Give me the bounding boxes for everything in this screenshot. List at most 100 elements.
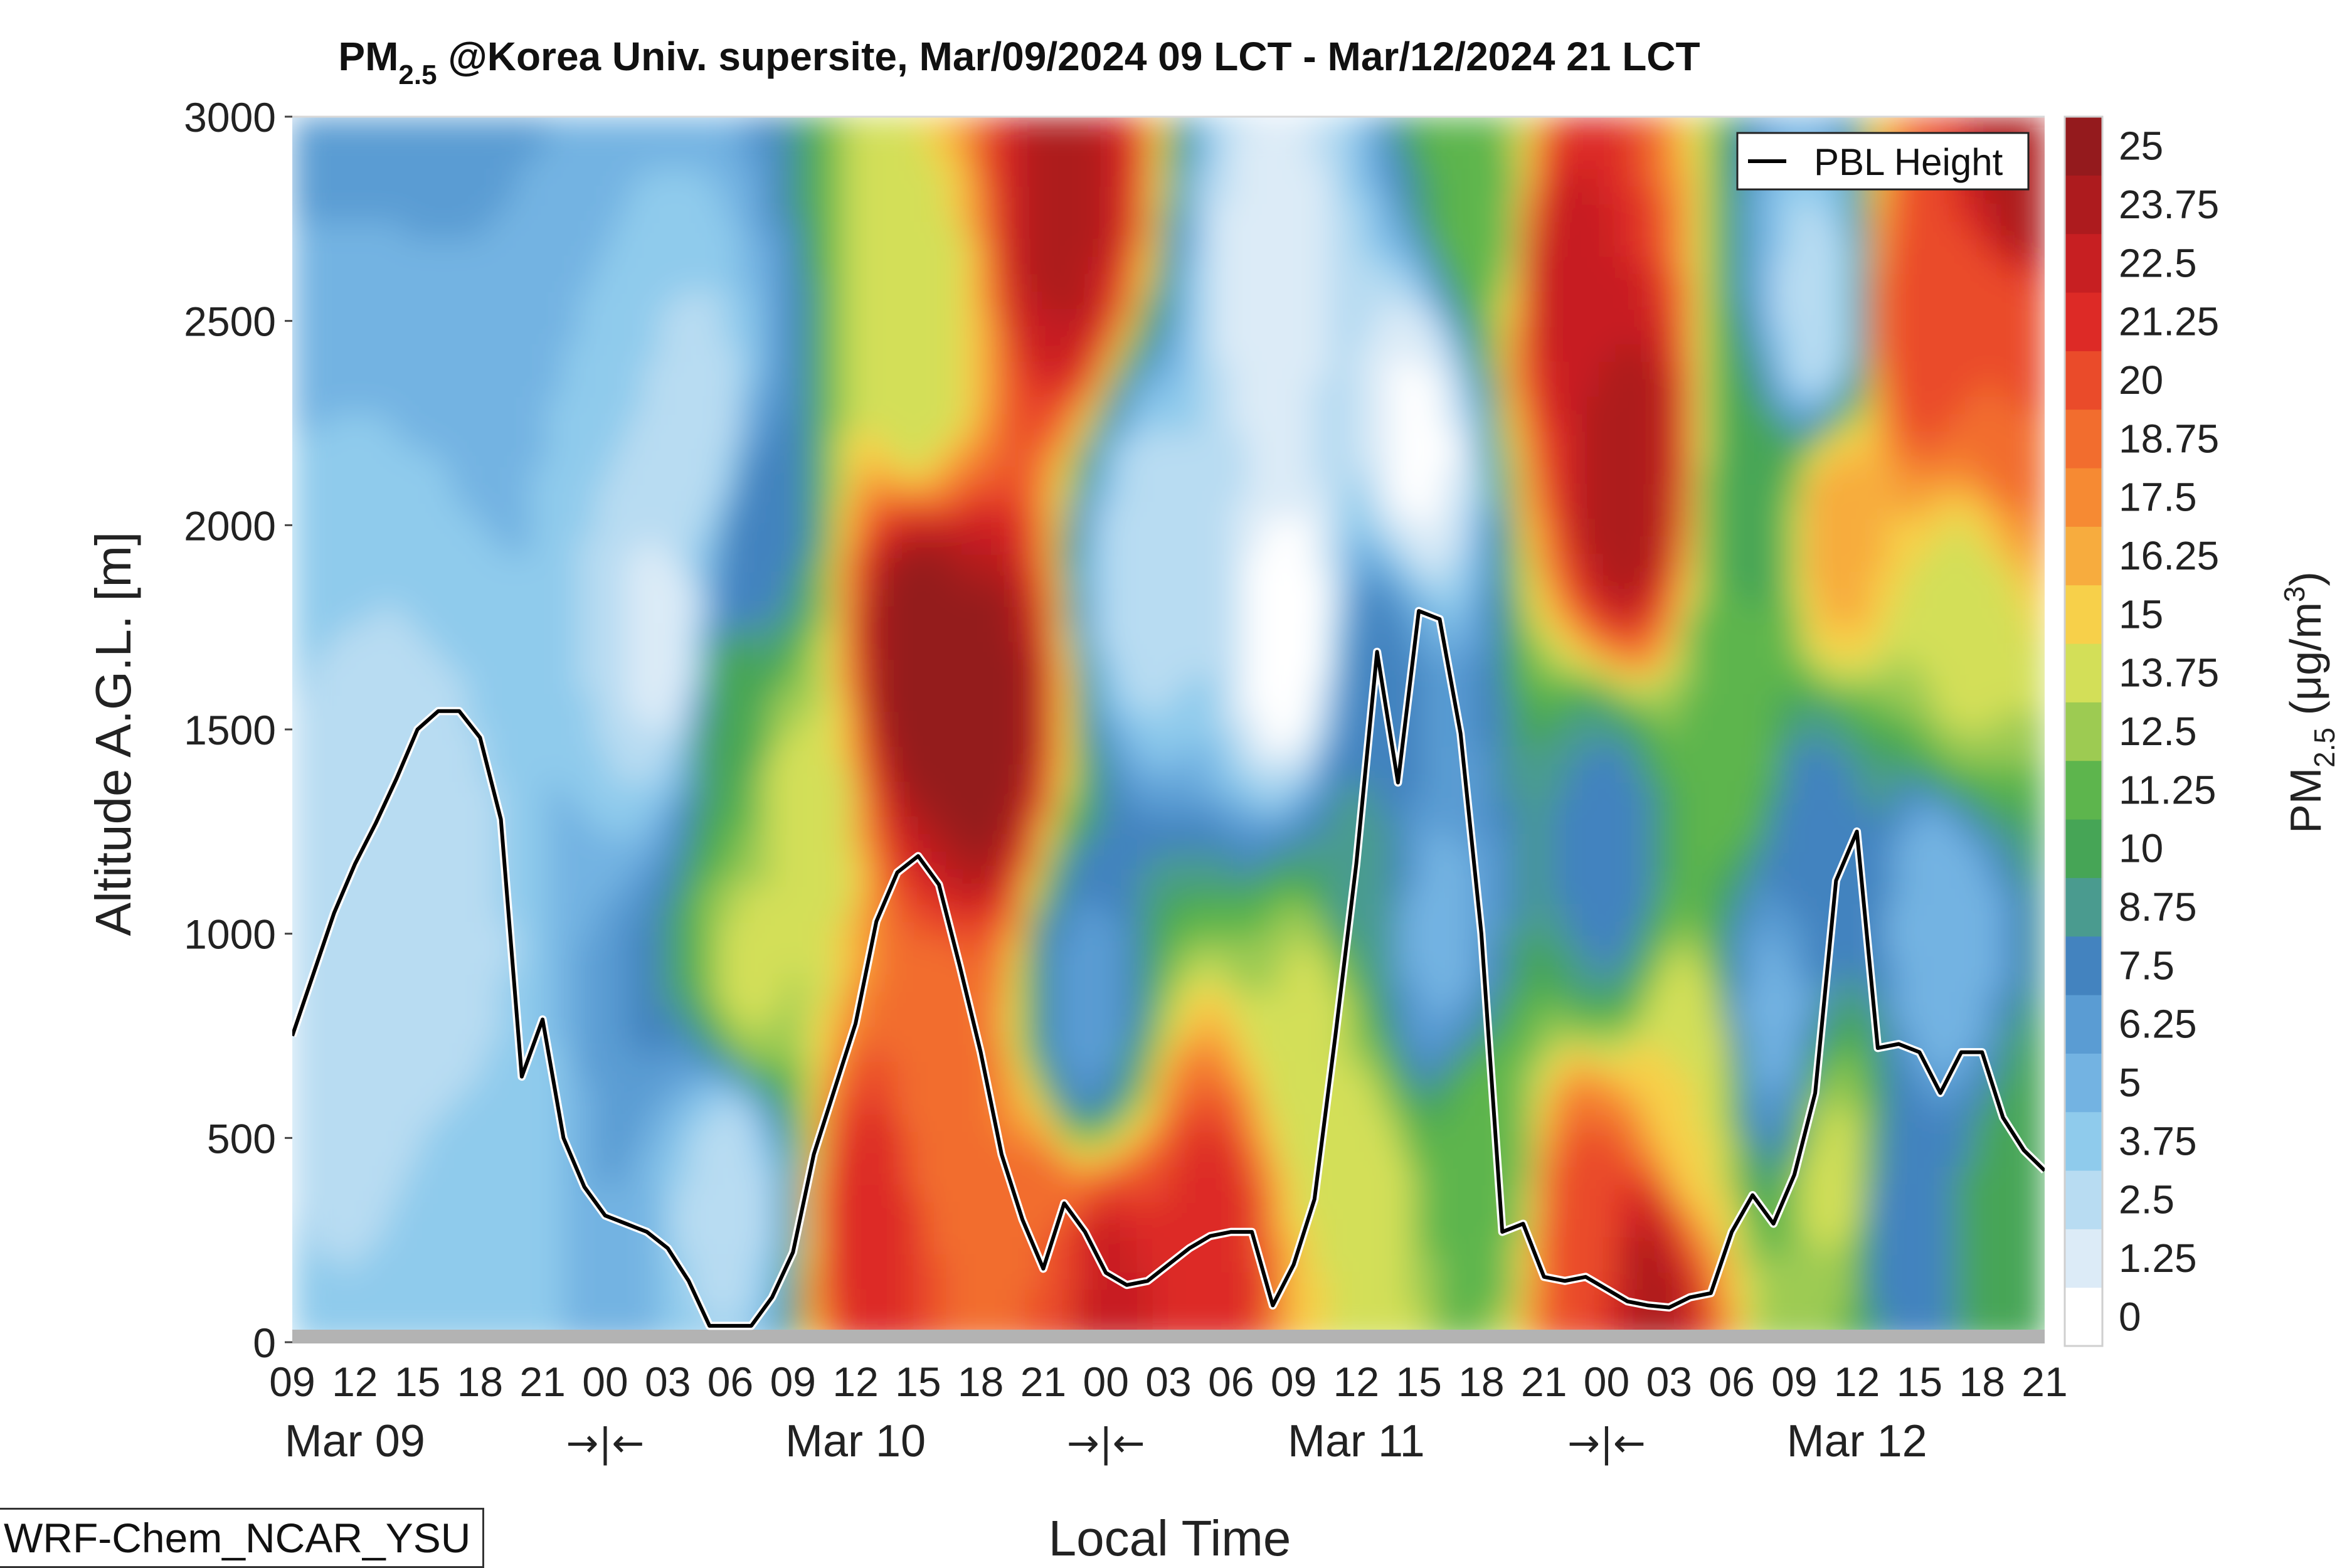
field-cell <box>1311 992 1329 1010</box>
field-cell <box>913 1184 931 1203</box>
field-cell <box>930 712 946 731</box>
field-cell <box>1391 274 1409 293</box>
field-cell <box>579 432 596 450</box>
field-cell <box>898 379 914 398</box>
field-cell <box>292 257 309 275</box>
field-cell <box>1311 729 1329 748</box>
field-cell <box>691 502 707 521</box>
field-cell <box>579 221 596 240</box>
field-cell <box>850 327 867 346</box>
field-cell <box>866 239 882 258</box>
field-cell <box>961 1202 978 1221</box>
field-cell <box>1009 834 1026 853</box>
field-cell <box>388 519 405 538</box>
field-cell <box>786 554 803 573</box>
field-cell <box>993 151 1010 170</box>
field-cell <box>1104 432 1121 450</box>
field-cell <box>850 1184 867 1203</box>
field-cell <box>930 327 946 346</box>
field-cell <box>850 607 867 625</box>
field-cell <box>770 414 787 433</box>
field-cell <box>834 764 851 783</box>
field-cell <box>1200 379 1217 398</box>
field-cell <box>1343 1149 1360 1168</box>
field-cell <box>499 1254 516 1273</box>
field-cell <box>1120 1044 1138 1063</box>
field-cell <box>1120 799 1138 818</box>
field-cell <box>499 1062 516 1081</box>
field-cell <box>691 449 707 468</box>
field-cell <box>1152 904 1170 923</box>
field-cell <box>1184 204 1201 223</box>
field-cell <box>818 1062 835 1081</box>
field-cell <box>356 239 373 258</box>
field-cell <box>961 327 978 346</box>
field-cell <box>308 817 325 835</box>
field-cell <box>627 221 644 240</box>
field-cell <box>1216 624 1233 643</box>
field-cell <box>1343 239 1360 258</box>
field-cell <box>961 186 978 205</box>
field-cell <box>674 379 692 398</box>
field-cell <box>1328 344 1345 363</box>
field-cell <box>659 677 675 696</box>
field-cell <box>292 274 309 293</box>
field-cell <box>881 274 899 293</box>
field-cell <box>563 764 580 783</box>
field-cell <box>420 239 437 258</box>
field-cell <box>356 571 373 590</box>
field-cell <box>642 746 660 765</box>
field-cell <box>1120 257 1138 275</box>
field-cell <box>1200 712 1217 731</box>
field-cell <box>595 712 612 731</box>
field-cell <box>420 1044 437 1063</box>
field-cell <box>898 1272 914 1291</box>
field-cell <box>403 292 421 310</box>
field-cell <box>945 467 962 485</box>
field-cell <box>754 519 771 538</box>
field-cell <box>754 992 771 1010</box>
field-cell <box>372 834 389 853</box>
field-cell <box>770 1219 787 1238</box>
field-cell <box>403 1290 421 1308</box>
field-cell <box>1120 956 1138 975</box>
field-cell <box>1041 974 1058 993</box>
field-cell <box>1025 1184 1042 1203</box>
field-cell <box>627 624 644 643</box>
field-cell <box>866 659 882 678</box>
field-cell <box>850 484 867 503</box>
field-cell <box>786 659 803 678</box>
field-cell <box>1296 134 1313 152</box>
field-cell <box>499 221 516 240</box>
field-cell <box>818 869 835 888</box>
field-cell <box>770 257 787 275</box>
field-cell <box>961 852 978 871</box>
field-cell <box>786 1079 803 1098</box>
field-cell <box>1359 571 1377 590</box>
field-cell <box>691 764 707 783</box>
field-cell <box>563 257 580 275</box>
field-cell <box>802 956 819 975</box>
field-cell <box>372 694 389 713</box>
field-cell <box>1407 1167 1424 1185</box>
field-cell <box>898 221 914 240</box>
field-cell <box>1343 1202 1360 1221</box>
field-cell <box>1407 221 1424 240</box>
field-cell <box>324 327 341 346</box>
field-cell <box>930 432 946 450</box>
field-cell <box>579 1062 596 1081</box>
field-cell <box>372 309 389 328</box>
field-cell <box>467 834 484 853</box>
field-cell <box>579 1219 596 1238</box>
field-cell <box>722 1254 739 1273</box>
field-cell <box>452 1132 469 1151</box>
field-cell <box>1216 536 1233 555</box>
field-cell <box>1168 554 1185 573</box>
field-cell <box>1168 221 1185 240</box>
field-cell <box>659 694 675 713</box>
field-cell <box>1025 309 1042 328</box>
field-cell <box>1089 869 1106 888</box>
field-cell <box>595 379 612 398</box>
field-cell <box>1184 974 1201 993</box>
field-cell <box>292 134 309 152</box>
